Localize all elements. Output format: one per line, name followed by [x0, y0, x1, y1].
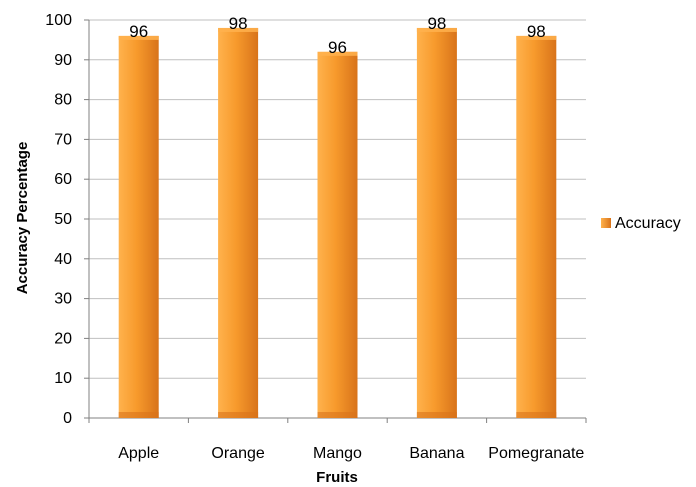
- legend-label: Accuracy: [615, 215, 681, 232]
- x-axis-title: Fruits: [316, 469, 358, 486]
- y-tick-label: 70: [54, 131, 72, 148]
- bar-base: [118, 412, 159, 418]
- legend-swatch: [601, 218, 611, 228]
- bar-mango: [317, 51, 358, 419]
- x-tick-label: Apple: [118, 445, 159, 462]
- bar-base: [416, 412, 457, 418]
- y-axis-ticks: 0 10 20 30 40 50 60 70 80 90 100: [45, 12, 89, 427]
- y-tick-label: 0: [63, 410, 72, 427]
- data-label: 98: [229, 14, 248, 33]
- data-label: 96: [328, 38, 347, 57]
- y-tick-label: 100: [45, 12, 72, 29]
- y-tick-label: 80: [54, 92, 72, 109]
- bar-cap: [416, 27, 457, 32]
- data-label: 96: [129, 22, 148, 41]
- x-tick-label: Pomegranate: [488, 445, 584, 462]
- x-tick-label: Banana: [409, 445, 464, 462]
- bar-pomegranate: [516, 35, 557, 419]
- bar-banana: [416, 27, 457, 419]
- y-tick-label: 50: [54, 211, 72, 228]
- y-tick-label: 60: [54, 171, 72, 188]
- y-tick-label: 10: [54, 370, 72, 387]
- bar-base: [317, 412, 358, 418]
- bar-apple: [118, 35, 159, 419]
- legend: Accuracy: [601, 215, 681, 232]
- x-tick-label: Orange: [211, 445, 264, 462]
- bar-base: [218, 412, 259, 418]
- bar-cap: [118, 35, 159, 40]
- x-tick-label: Mango: [313, 445, 362, 462]
- bar-base: [516, 412, 557, 418]
- bars: [118, 27, 557, 419]
- bar-cap: [516, 35, 557, 40]
- y-tick-label: 90: [54, 52, 72, 69]
- bar-orange: [218, 27, 259, 419]
- data-label: 98: [527, 22, 546, 41]
- y-tick-label: 30: [54, 291, 72, 308]
- x-axis-ticks: Apple Orange Mango Banana Pomegranate: [88, 418, 587, 462]
- y-axis-title: Accuracy Percentage: [14, 142, 31, 295]
- data-label: 98: [427, 14, 446, 33]
- bar-cap: [218, 27, 259, 32]
- bar-cap: [317, 51, 358, 56]
- y-tick-label: 40: [54, 251, 72, 268]
- y-tick-label: 20: [54, 330, 72, 347]
- data-labels: 96 98 96 98 98: [129, 14, 546, 57]
